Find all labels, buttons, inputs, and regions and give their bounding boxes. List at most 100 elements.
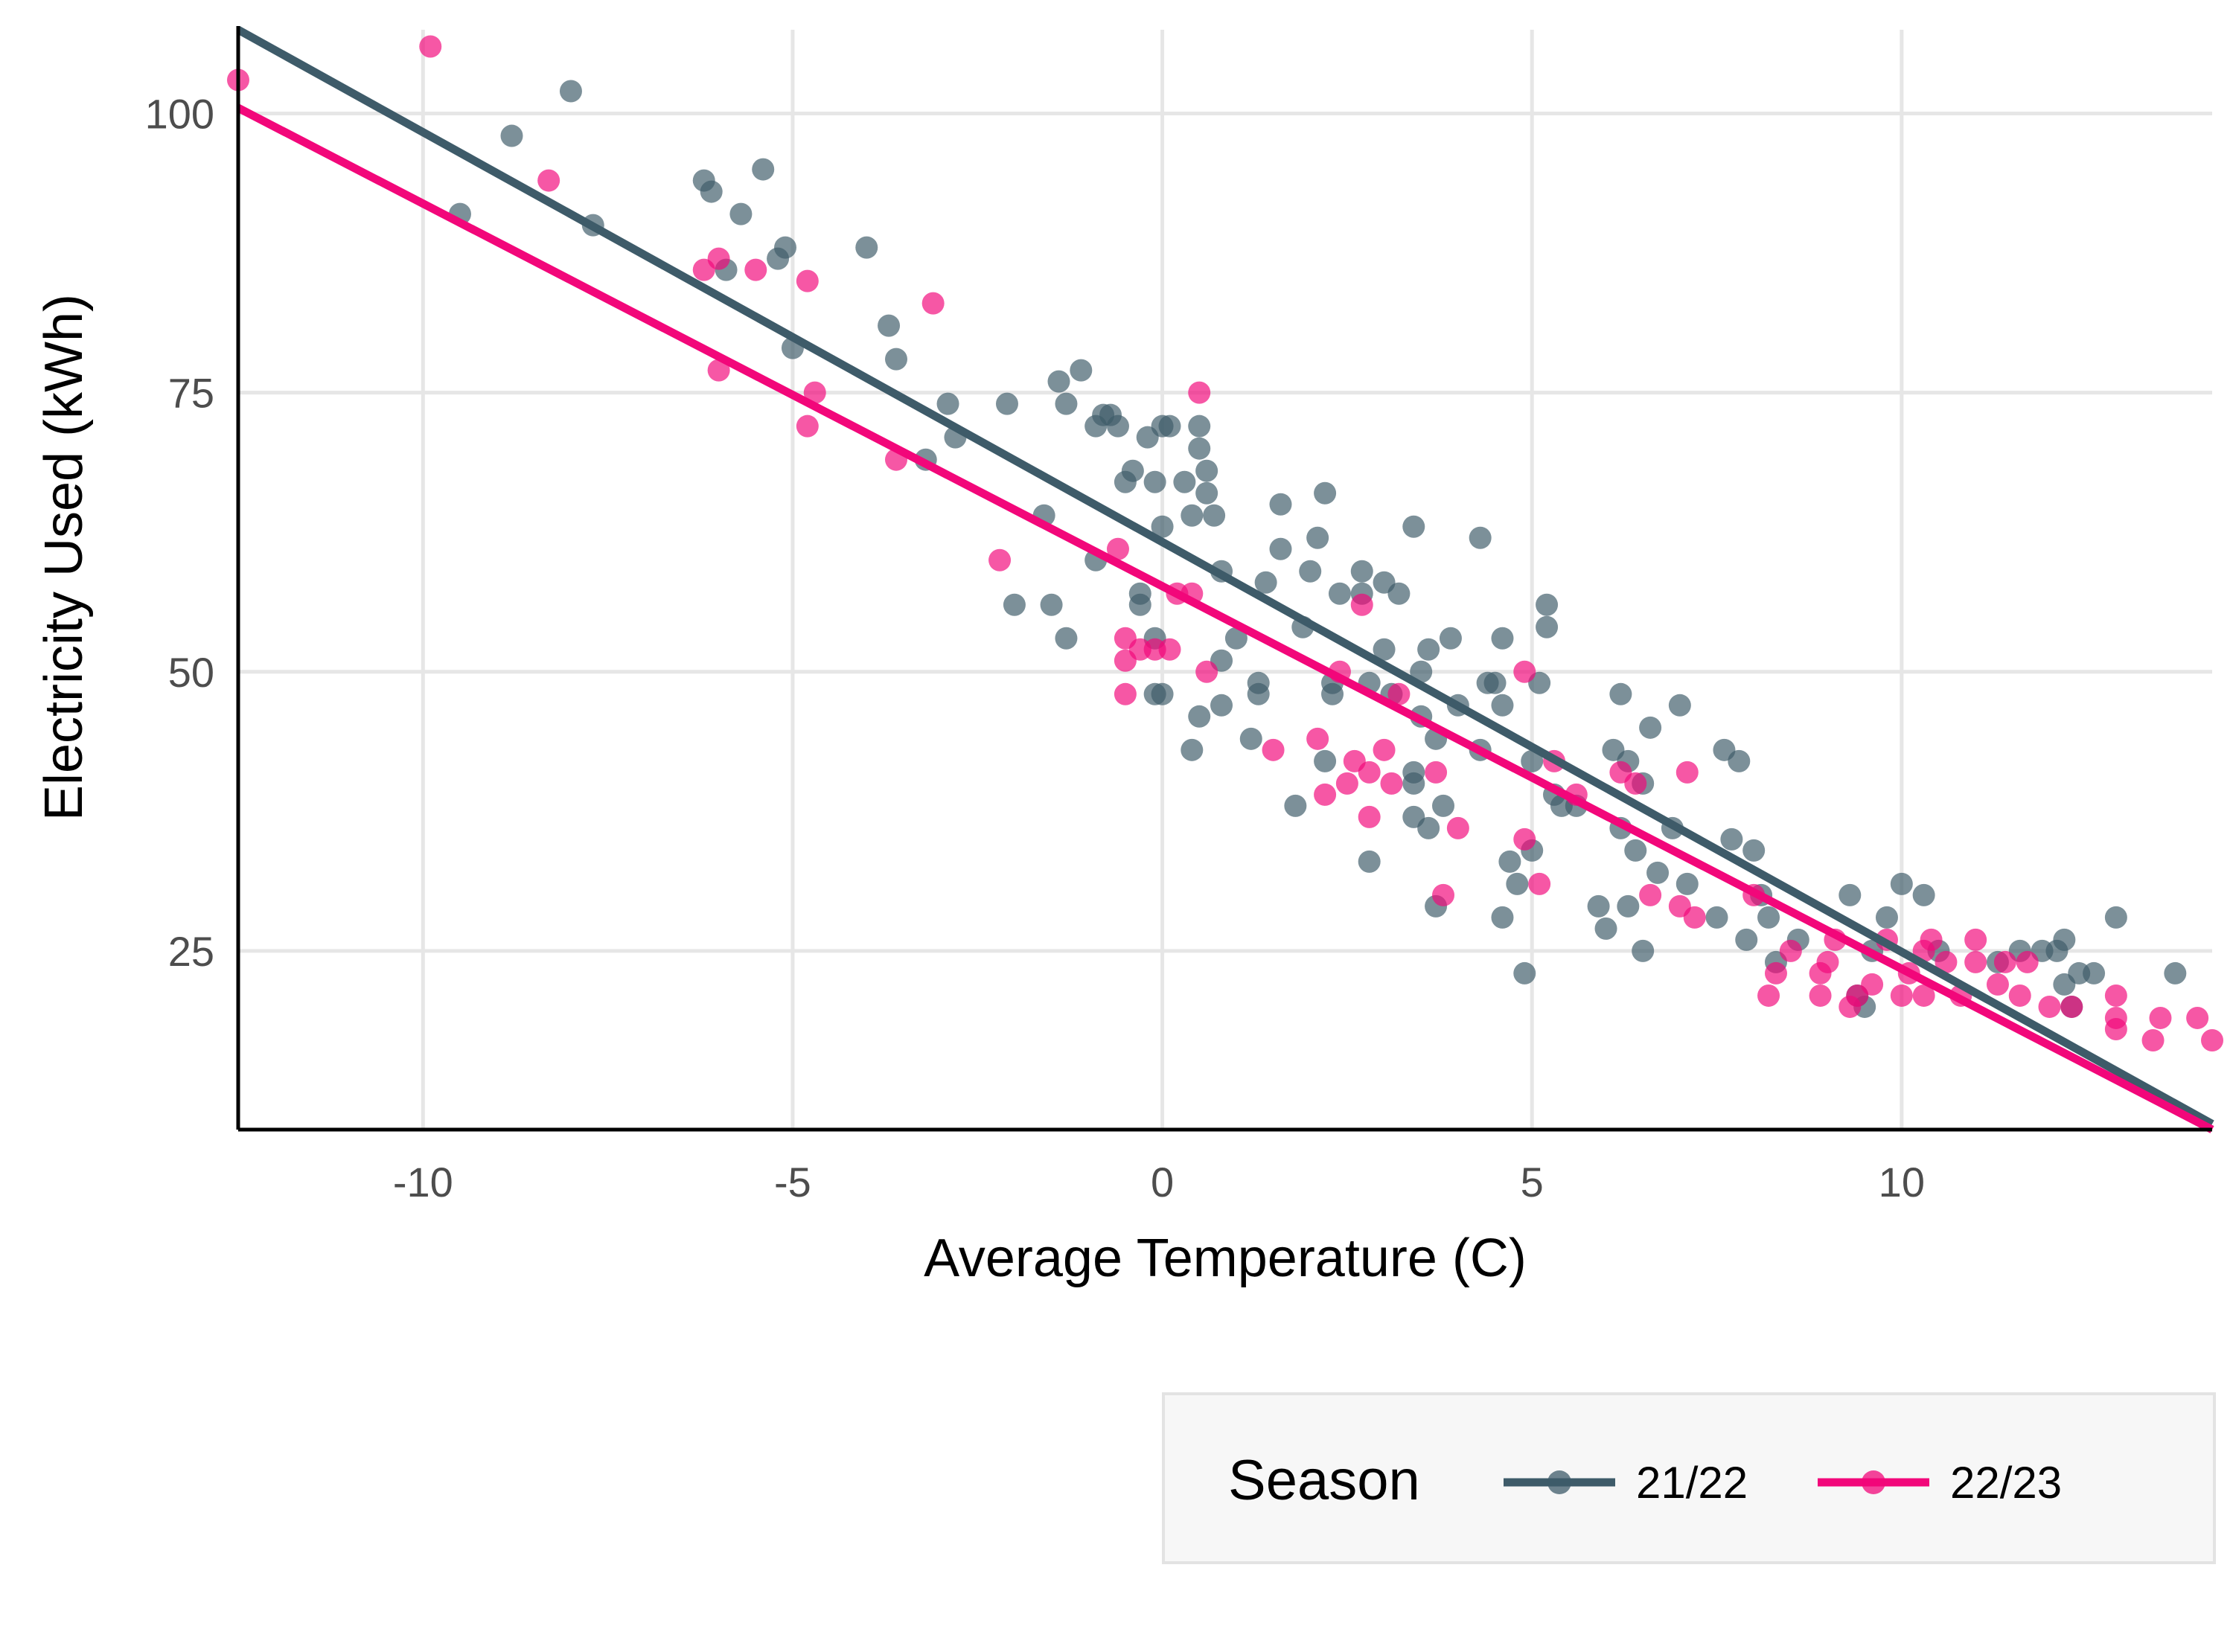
data-point-22-23 <box>1920 928 1943 951</box>
data-point-21-22 <box>1224 627 1248 650</box>
data-point-22-23 <box>2038 995 2061 1018</box>
axes <box>236 26 2212 1132</box>
data-point-21-22 <box>1617 894 1640 918</box>
data-point-21-22 <box>1483 671 1507 694</box>
trend-lines <box>236 26 2214 1133</box>
data-point-21-22 <box>1506 872 1529 895</box>
data-point-21-22 <box>2053 928 2076 951</box>
tick-labels: -10 -5 0 5 10 25 50 75 100 <box>145 91 1925 1206</box>
x-tick-label: 0 <box>1151 1159 1174 1206</box>
data-point-21-22 <box>1875 906 1898 929</box>
data-point-21-22 <box>559 80 582 103</box>
data-point-22-23 <box>1993 950 2016 973</box>
data-point-21-22 <box>1158 414 1181 438</box>
data-point-22-23 <box>1986 973 2009 996</box>
data-point-22-23 <box>1306 727 1329 750</box>
data-point-21-22 <box>1624 839 1647 862</box>
data-point-22-23 <box>1528 872 1551 895</box>
data-point-21-22 <box>1055 627 1078 650</box>
data-point-22-23 <box>1764 961 1787 985</box>
data-point-21-22 <box>1328 582 1351 605</box>
data-point-21-22 <box>1055 392 1078 415</box>
legend: Season 21/22 22/23 <box>1162 1392 2216 1564</box>
data-point-21-22 <box>1373 638 1396 661</box>
data-point-21-22 <box>1306 526 1329 549</box>
data-point-22-23 <box>2104 984 2127 1007</box>
data-point-22-23 <box>1106 537 1129 560</box>
data-point-21-22 <box>1639 716 1662 739</box>
data-point-21-22 <box>1521 749 1544 772</box>
data-point-21-22 <box>1536 593 1559 616</box>
data-point-22-23 <box>1432 883 1455 906</box>
data-point-21-22 <box>1254 571 1277 594</box>
data-point-21-22 <box>752 158 775 181</box>
data-point-22-23 <box>796 414 819 438</box>
data-point-21-22 <box>500 124 523 147</box>
legend-box <box>1162 1392 2216 1564</box>
legend-label: 22/23 <box>1950 1458 2062 1508</box>
data-point-22-23 <box>1446 816 1469 839</box>
data-point-21-22 <box>2164 961 2187 985</box>
data-point-21-22 <box>1491 694 1514 717</box>
data-point-21-22 <box>1912 883 1935 906</box>
data-point-21-22 <box>1151 515 1174 538</box>
data-point-22-23 <box>1912 984 1935 1007</box>
data-point-22-23 <box>1358 805 1381 828</box>
x-tick-label: -5 <box>774 1159 811 1206</box>
y-tick-label: 75 <box>168 370 214 417</box>
data-point-21-22 <box>855 236 878 259</box>
data-point-21-22 <box>1720 827 1743 851</box>
data-point-21-22 <box>1106 414 1129 438</box>
data-point-21-22 <box>1432 794 1455 817</box>
data-point-22-23 <box>2186 1006 2209 1029</box>
data-point-21-22 <box>2083 961 2106 985</box>
data-point-21-22 <box>1210 694 1233 717</box>
data-point-22-23 <box>2060 995 2083 1018</box>
data-point-21-22 <box>2104 906 2127 929</box>
data-point-22-23 <box>1861 973 1884 996</box>
data-point-21-22 <box>1594 917 1617 940</box>
data-point-21-22 <box>1469 526 1492 549</box>
data-point-21-22 <box>1757 906 1780 929</box>
data-point-21-22 <box>1121 459 1144 482</box>
data-point-21-22 <box>1839 883 1862 906</box>
data-point-21-22 <box>1402 515 1425 538</box>
x-tick-label: 10 <box>1879 1159 1925 1206</box>
data-point-21-22 <box>878 314 901 337</box>
data-point-22-23 <box>1335 772 1358 795</box>
data-point-22-23 <box>803 381 826 404</box>
data-point-22-23 <box>1964 928 1987 951</box>
data-point-22-23 <box>1890 984 1913 1007</box>
data-point-22-23 <box>2149 1006 2172 1029</box>
data-point-21-22 <box>1128 582 1151 605</box>
data-point-21-22 <box>1417 816 1440 839</box>
data-point-22-23 <box>707 359 730 382</box>
legend-label: 21/22 <box>1636 1458 1748 1508</box>
data-point-21-22 <box>1742 839 1766 862</box>
data-point-22-23 <box>1358 761 1381 784</box>
x-tick-label: 5 <box>1521 1159 1544 1206</box>
data-point-21-22 <box>1188 414 1211 438</box>
data-point-22-23 <box>1373 738 1396 761</box>
data-point-21-22 <box>1536 615 1559 638</box>
data-point-22-23 <box>1757 984 1780 1007</box>
data-point-21-22 <box>995 392 1018 415</box>
data-point-21-22 <box>1587 894 1610 918</box>
data-point-21-22 <box>1181 738 1204 761</box>
data-point-21-22 <box>1143 470 1166 493</box>
y-axis-title: Electricity Used (kWh) <box>34 294 94 821</box>
data-point-22-23 <box>2141 1028 2165 1051</box>
trend-line-22-23 <box>236 104 2214 1133</box>
data-point-21-22 <box>1410 660 1433 683</box>
data-point-22-23 <box>1513 660 1536 683</box>
data-point-21-22 <box>1513 961 1536 985</box>
data-point-21-22 <box>1417 638 1440 661</box>
data-point-21-22 <box>1675 872 1699 895</box>
data-point-22-23 <box>1935 950 1958 973</box>
data-point-22-23 <box>1675 761 1699 784</box>
data-point-21-22 <box>1728 749 1751 772</box>
data-point-22-23 <box>796 269 819 292</box>
data-point-22-23 <box>1158 638 1181 661</box>
data-point-21-22 <box>1609 682 1632 705</box>
